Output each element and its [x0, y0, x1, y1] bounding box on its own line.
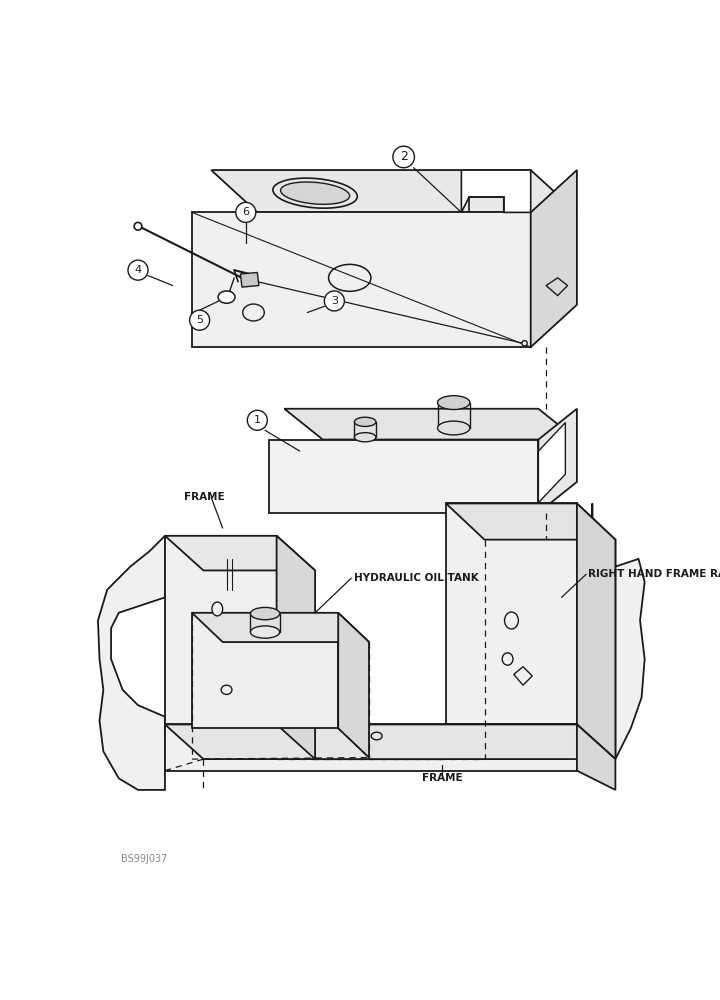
Text: 1: 1	[254, 415, 261, 425]
Circle shape	[393, 146, 415, 168]
Polygon shape	[192, 613, 338, 728]
Polygon shape	[276, 536, 315, 759]
Polygon shape	[338, 613, 369, 758]
Polygon shape	[577, 724, 616, 790]
Text: 2: 2	[400, 150, 408, 163]
Polygon shape	[192, 613, 369, 642]
Circle shape	[235, 202, 256, 222]
Text: 5: 5	[196, 315, 203, 325]
Polygon shape	[211, 170, 577, 212]
Ellipse shape	[273, 178, 357, 208]
Polygon shape	[165, 724, 616, 759]
Ellipse shape	[503, 653, 513, 665]
Polygon shape	[446, 503, 616, 540]
Polygon shape	[539, 423, 565, 503]
Ellipse shape	[522, 341, 527, 346]
Text: RIGHT HAND FRAME RAIL: RIGHT HAND FRAME RAIL	[588, 569, 720, 579]
Ellipse shape	[212, 602, 222, 616]
Polygon shape	[593, 503, 644, 759]
Ellipse shape	[438, 396, 470, 410]
Polygon shape	[531, 170, 577, 347]
Ellipse shape	[328, 264, 371, 291]
Polygon shape	[577, 503, 616, 759]
Polygon shape	[446, 503, 577, 724]
Ellipse shape	[218, 291, 235, 303]
Ellipse shape	[505, 612, 518, 629]
Ellipse shape	[221, 685, 232, 694]
Polygon shape	[240, 272, 259, 287]
Text: BS99J037: BS99J037	[121, 854, 168, 864]
Text: 4: 4	[135, 265, 142, 275]
Ellipse shape	[438, 421, 470, 435]
Ellipse shape	[281, 182, 350, 204]
Polygon shape	[165, 536, 276, 724]
Polygon shape	[539, 409, 577, 513]
Ellipse shape	[134, 222, 142, 230]
Circle shape	[189, 310, 210, 330]
Text: 6: 6	[243, 207, 249, 217]
Ellipse shape	[372, 732, 382, 740]
Ellipse shape	[251, 626, 279, 638]
Ellipse shape	[354, 433, 376, 442]
Text: FRAME: FRAME	[422, 773, 462, 783]
Ellipse shape	[243, 304, 264, 321]
Ellipse shape	[354, 417, 376, 426]
Polygon shape	[462, 170, 531, 212]
Polygon shape	[98, 536, 165, 790]
Polygon shape	[546, 278, 567, 296]
Text: FRAME: FRAME	[184, 492, 225, 502]
Circle shape	[324, 291, 344, 311]
Polygon shape	[284, 409, 577, 440]
Polygon shape	[165, 724, 577, 771]
Text: 3: 3	[331, 296, 338, 306]
Circle shape	[248, 410, 267, 430]
Polygon shape	[192, 212, 531, 347]
Polygon shape	[165, 536, 315, 570]
Text: HYDRAULIC OIL TANK: HYDRAULIC OIL TANK	[354, 573, 478, 583]
Ellipse shape	[251, 607, 279, 620]
Circle shape	[128, 260, 148, 280]
Polygon shape	[269, 440, 539, 513]
Polygon shape	[514, 667, 532, 685]
